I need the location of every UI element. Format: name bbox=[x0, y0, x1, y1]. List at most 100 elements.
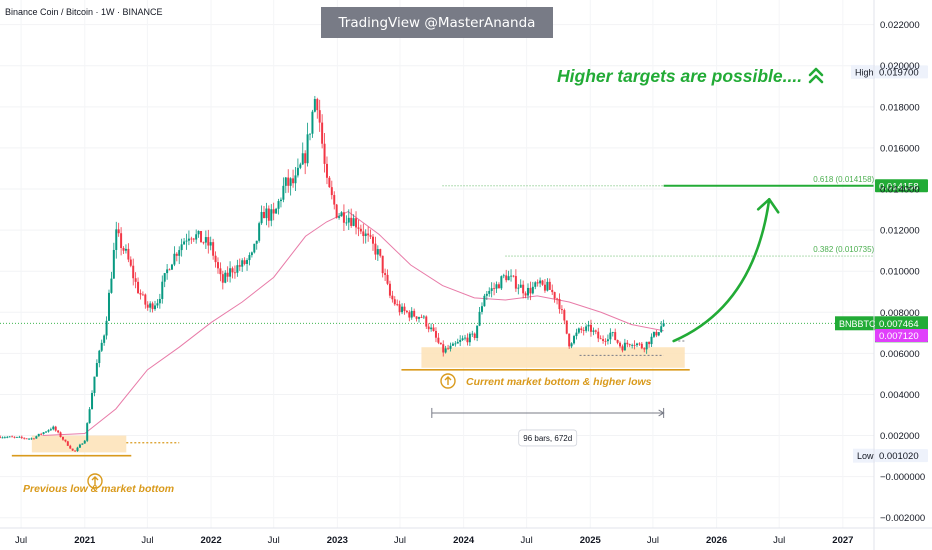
candle-body bbox=[650, 336, 653, 345]
candle-body bbox=[652, 331, 655, 337]
candle-body bbox=[570, 343, 573, 347]
candle-body bbox=[454, 343, 457, 345]
candle-body bbox=[173, 253, 176, 265]
candle-body bbox=[342, 212, 345, 223]
candle-body bbox=[553, 292, 556, 299]
x-tick-label: Jul bbox=[15, 535, 27, 546]
candle-body bbox=[204, 237, 207, 243]
candle-body bbox=[534, 282, 537, 287]
high-value: 0.019700 bbox=[879, 67, 919, 78]
candle-body bbox=[318, 110, 321, 123]
candle-body bbox=[100, 342, 103, 351]
candle-body bbox=[275, 208, 278, 214]
candle-body bbox=[471, 333, 474, 335]
candle-body bbox=[519, 284, 522, 288]
y-tick-label: −0.002000 bbox=[880, 513, 925, 524]
candle-body bbox=[325, 163, 328, 178]
candle-body bbox=[13, 436, 16, 438]
candle-body bbox=[98, 350, 101, 364]
y-tick-label: 0.018000 bbox=[880, 102, 920, 113]
candle-body bbox=[233, 272, 236, 274]
candle-body bbox=[640, 343, 643, 349]
candle-body bbox=[93, 376, 96, 393]
candle-body bbox=[311, 111, 314, 134]
candle-body bbox=[124, 248, 127, 251]
candle-body bbox=[495, 284, 498, 289]
candle-body bbox=[212, 242, 215, 256]
candle-body bbox=[289, 178, 292, 186]
candle-body bbox=[573, 336, 576, 344]
candle-body bbox=[76, 447, 79, 452]
candle-body bbox=[207, 237, 210, 246]
candle-body bbox=[497, 284, 500, 289]
candle-body bbox=[270, 209, 273, 221]
candle-body bbox=[587, 324, 590, 327]
x-tick-label: 2023 bbox=[327, 535, 348, 546]
candle-body bbox=[132, 265, 135, 279]
candle-body bbox=[195, 234, 198, 240]
candle-body bbox=[323, 143, 326, 164]
high-value-bg bbox=[875, 65, 928, 79]
candle-body bbox=[30, 438, 33, 440]
fib-levels: 0.618 (0.014158) 0.382 (0.010735) bbox=[0, 175, 875, 324]
candle-body bbox=[638, 343, 641, 345]
candle-body bbox=[420, 317, 423, 318]
candle-body bbox=[568, 333, 571, 347]
candle-body bbox=[81, 443, 84, 445]
candle-body bbox=[393, 299, 396, 305]
candle-body bbox=[248, 255, 251, 261]
chart-title: Binance Coin / Bitcoin · 1W · BINANCE bbox=[5, 7, 163, 17]
candle-body bbox=[369, 235, 372, 237]
candle-body bbox=[306, 134, 309, 164]
candle-body bbox=[57, 430, 60, 433]
candle-body bbox=[200, 230, 203, 243]
candle-body bbox=[209, 242, 212, 246]
candle-body bbox=[134, 278, 137, 282]
x-tick-label: Jul bbox=[647, 535, 659, 546]
candle-body bbox=[662, 323, 665, 327]
x-tick-label: 2021 bbox=[74, 535, 96, 546]
candle-body bbox=[628, 344, 631, 346]
candle-body bbox=[229, 268, 232, 277]
target-arrow bbox=[672, 197, 771, 343]
candle-body bbox=[505, 275, 508, 281]
candle-body bbox=[655, 331, 658, 336]
x-tick-label: Jul bbox=[394, 535, 406, 546]
candle-body bbox=[371, 236, 374, 244]
candle-body bbox=[408, 312, 411, 318]
candle-body bbox=[304, 153, 307, 164]
y-tick-label: 0.006000 bbox=[880, 349, 920, 360]
candle-body bbox=[214, 255, 217, 263]
candle-body bbox=[362, 231, 365, 237]
candle-body bbox=[296, 167, 299, 176]
candle-body bbox=[517, 287, 520, 289]
candle-body bbox=[49, 429, 52, 431]
candle-body bbox=[575, 332, 578, 337]
candle-body bbox=[282, 185, 285, 200]
candle-body bbox=[20, 436, 23, 438]
candle-body bbox=[473, 333, 476, 339]
candle-body bbox=[144, 294, 147, 305]
candle-body bbox=[25, 438, 28, 440]
candle-body bbox=[299, 164, 302, 168]
candle-body bbox=[405, 310, 408, 313]
candle-body bbox=[74, 450, 77, 452]
candle-body bbox=[401, 306, 404, 313]
candle-body bbox=[59, 432, 62, 437]
candle-body bbox=[631, 344, 634, 346]
candle-body bbox=[224, 272, 227, 283]
candle-body bbox=[565, 320, 568, 334]
candle-body bbox=[163, 273, 166, 282]
candle-body bbox=[483, 295, 486, 307]
candle-body bbox=[635, 343, 638, 346]
candle-body bbox=[529, 287, 532, 294]
y-tick-label: −0.000000 bbox=[880, 472, 925, 483]
candle-body bbox=[609, 332, 612, 340]
candle-body bbox=[543, 284, 546, 291]
ma-price-tag: 0.007120 bbox=[879, 331, 919, 342]
candle-body bbox=[187, 238, 190, 241]
candle-body bbox=[355, 218, 358, 228]
candle-body bbox=[219, 268, 222, 275]
y-tick-label: 0.016000 bbox=[880, 143, 920, 154]
